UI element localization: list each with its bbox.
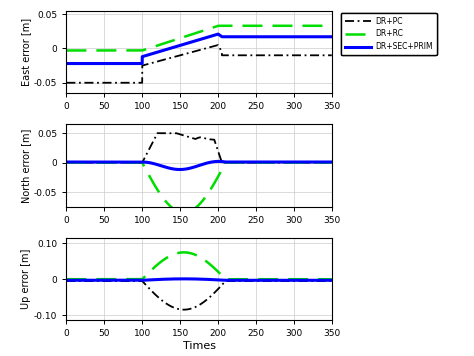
X-axis label: Times: Times [182,341,216,351]
Y-axis label: East error [m]: East error [m] [21,18,31,86]
Y-axis label: Up error [m]: Up error [m] [21,249,31,309]
Y-axis label: North error [m]: North error [m] [21,129,31,203]
Legend: DR+PC, DR+RC, DR+SEC+PRIM: DR+PC, DR+RC, DR+SEC+PRIM [341,13,437,55]
